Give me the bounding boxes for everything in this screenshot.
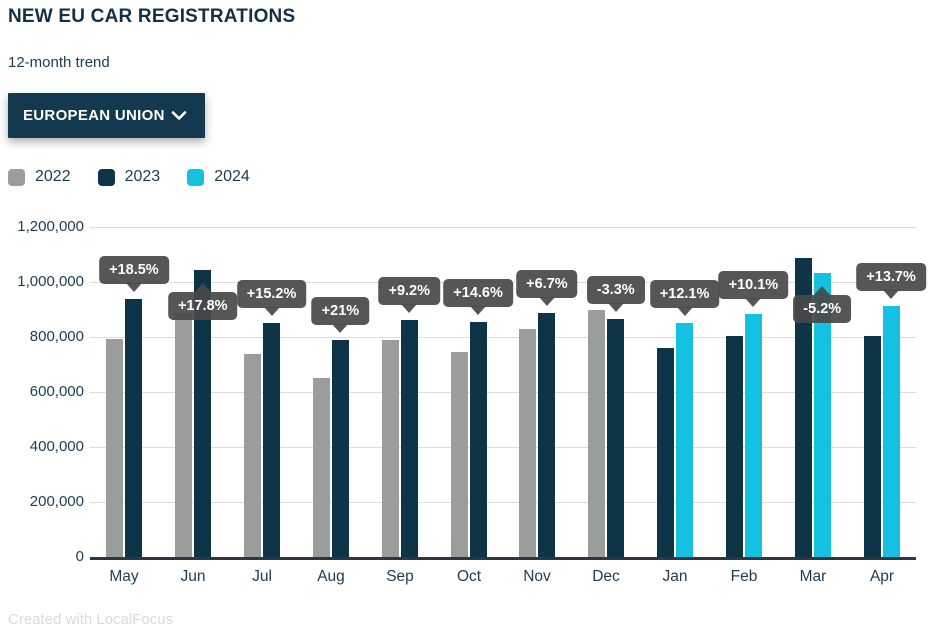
bar-2022-aug bbox=[313, 378, 330, 557]
y-axis-label: 800,000 bbox=[29, 328, 84, 345]
bar-2023-oct bbox=[470, 322, 487, 557]
x-axis-label: Aug bbox=[317, 568, 345, 585]
legend-swatch-2022 bbox=[8, 168, 25, 186]
localfocus-credit-link[interactable]: Created with LocalFocus bbox=[8, 611, 174, 628]
x-axis-label: Jan bbox=[662, 568, 688, 585]
bar-2024-feb bbox=[745, 314, 762, 557]
tooltip-pointer bbox=[883, 290, 900, 299]
x-axis-line bbox=[90, 557, 916, 560]
legend-label: 2024 bbox=[214, 168, 250, 185]
page-title: NEW EU CAR REGISTRATIONS bbox=[8, 6, 296, 27]
x-axis-label: Jul bbox=[252, 568, 272, 585]
gridline bbox=[90, 227, 916, 228]
change-tooltip-jul: +15.2% bbox=[236, 280, 307, 308]
tooltip-pointer bbox=[194, 283, 211, 292]
tooltip-pointer bbox=[538, 297, 555, 306]
x-axis-label: Sep bbox=[386, 568, 414, 585]
y-axis-label: 400,000 bbox=[29, 438, 84, 455]
tooltip-pointer bbox=[814, 286, 831, 295]
gridline bbox=[90, 502, 916, 503]
tooltip-pointer bbox=[676, 307, 693, 316]
y-axis-label: 1,000,000 bbox=[17, 273, 84, 290]
change-tooltip-dec: -3.3% bbox=[586, 276, 645, 304]
y-axis-label: 600,000 bbox=[29, 383, 84, 400]
bar-2022-may bbox=[106, 339, 123, 557]
x-axis-label: Nov bbox=[523, 568, 551, 585]
bar-2022-sep bbox=[382, 340, 399, 557]
bar-2022-dec bbox=[588, 310, 605, 557]
tooltip-pointer bbox=[607, 303, 624, 312]
bar-2023-jan bbox=[657, 348, 674, 557]
change-tooltip-jan: +12.1% bbox=[649, 280, 720, 308]
bar-chart: 0 200,000 400,000 600,000 800,000 1,000,000 1,… bbox=[0, 215, 948, 600]
change-tooltip-sep: +9.2% bbox=[378, 277, 441, 305]
bar-2023-apr bbox=[864, 336, 881, 557]
x-axis-label: Dec bbox=[592, 568, 620, 585]
change-tooltip-mar: -5.2% bbox=[793, 295, 852, 323]
legend: 2022 2023 2024 bbox=[8, 168, 250, 186]
change-tooltip-aug: +21% bbox=[311, 297, 370, 325]
change-tooltip-feb: +10.1% bbox=[718, 271, 789, 299]
bar-2022-oct bbox=[451, 352, 468, 557]
bar-2023-sep bbox=[401, 320, 418, 557]
change-tooltip-oct: +14.6% bbox=[443, 279, 513, 307]
x-axis-label: May bbox=[109, 568, 139, 585]
legend-swatch-2024 bbox=[187, 168, 205, 186]
chevron-down-icon bbox=[171, 110, 187, 121]
bar-2023-aug bbox=[332, 340, 349, 557]
gridline bbox=[90, 392, 916, 393]
bar-2023-jun bbox=[194, 270, 211, 557]
y-axis-label: 200,000 bbox=[29, 493, 84, 510]
legend-item-2023: 2023 bbox=[97, 168, 161, 186]
tooltip-pointer bbox=[745, 298, 762, 307]
bar-2024-mar bbox=[814, 273, 831, 557]
change-tooltip-nov: +6.7% bbox=[516, 270, 578, 298]
tooltip-pointer bbox=[470, 306, 487, 315]
x-axis-label: Mar bbox=[799, 568, 827, 585]
change-tooltip-apr: +13.7% bbox=[856, 263, 926, 291]
bar-2023-feb bbox=[726, 336, 743, 557]
change-tooltip-jun: +17.8% bbox=[167, 292, 238, 320]
gridline bbox=[90, 337, 916, 338]
bar-2023-nov bbox=[538, 313, 555, 557]
legend-item-2024: 2024 bbox=[187, 168, 250, 186]
gridline bbox=[90, 447, 916, 448]
legend-item-2022: 2022 bbox=[8, 168, 71, 186]
bar-2023-may bbox=[125, 299, 142, 557]
bar-2022-nov bbox=[519, 329, 536, 557]
bar-2023-dec bbox=[607, 319, 624, 557]
legend-swatch-2023 bbox=[97, 168, 115, 186]
legend-label: 2022 bbox=[35, 168, 71, 185]
y-axis-label: 1,200,000 bbox=[17, 218, 84, 235]
bar-2023-jul bbox=[263, 323, 280, 557]
bar-2024-jan bbox=[676, 323, 693, 557]
bar-2023-mar bbox=[795, 258, 812, 557]
tooltip-pointer bbox=[401, 304, 418, 313]
y-axis-label: 0 bbox=[75, 548, 84, 565]
change-tooltip-may: +18.5% bbox=[99, 256, 169, 284]
bar-2022-jul bbox=[244, 354, 261, 557]
bar-2022-jun bbox=[175, 313, 192, 557]
tooltip-pointer bbox=[263, 307, 280, 316]
x-axis-label: Feb bbox=[730, 568, 758, 585]
x-axis-label: Apr bbox=[869, 568, 895, 585]
tooltip-pointer bbox=[332, 324, 349, 333]
region-dropdown-label: EUROPEAN UNION bbox=[23, 107, 165, 124]
page-subtitle: 12-month trend bbox=[8, 54, 110, 71]
x-axis-label: Jun bbox=[180, 568, 206, 585]
tooltip-pointer bbox=[125, 283, 142, 292]
region-dropdown[interactable]: EUROPEAN UNION bbox=[8, 93, 205, 138]
x-axis-label: Oct bbox=[456, 568, 482, 585]
bar-2024-apr bbox=[883, 306, 900, 557]
legend-label: 2023 bbox=[124, 168, 161, 185]
